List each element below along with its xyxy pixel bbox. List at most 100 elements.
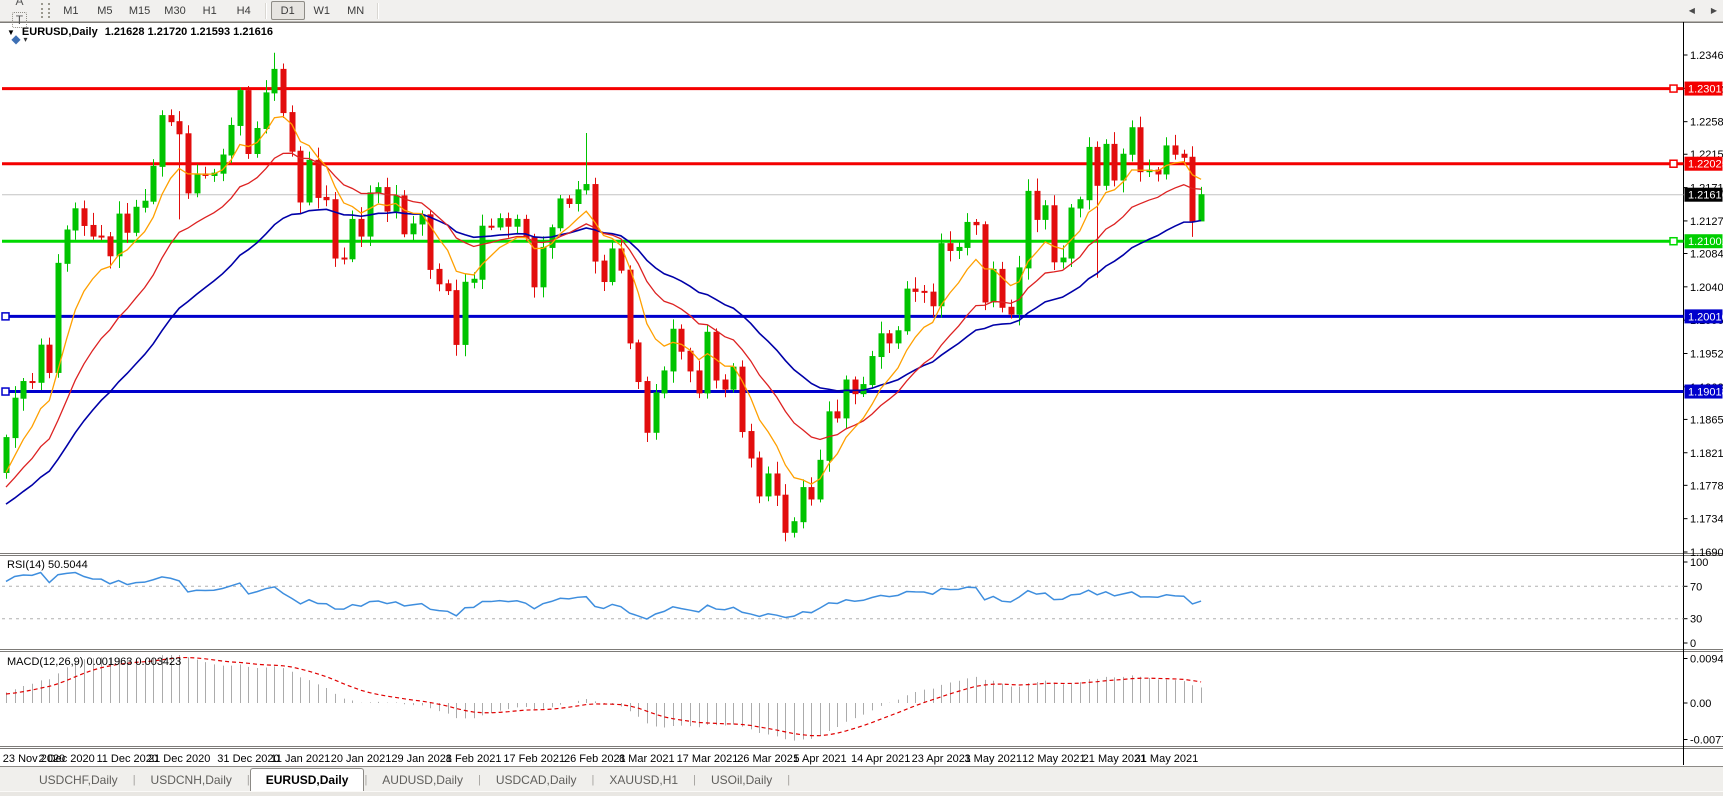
axis-tick-label: 1.20400 [1690, 282, 1723, 294]
axis-tick-label: 0.009478 [1690, 653, 1723, 665]
status-strip [0, 791, 1723, 796]
date-label: 29 Jan 2021 [391, 753, 452, 765]
bid-price-price-text: 1.21616 [1688, 190, 1723, 202]
chart-tabs: USDCHF,Daily | USDCNH,Daily | EURUSD,Daily | A… [24, 768, 791, 793]
tab-usoil[interactable]: USOil,Daily [710, 773, 773, 787]
timeframe-h1-button[interactable]: H1 [202, 4, 217, 17]
hline-anchor[interactable] [1669, 84, 1678, 93]
tab-scroll-controls: ◀ ▶ [1689, 6, 1717, 15]
axis-tick-label: 1.17340 [1690, 514, 1723, 526]
arrows-icon[interactable]: ◆ ▾ [11, 32, 28, 46]
tab-divider: | [787, 774, 791, 786]
timeframe-w1-button[interactable]: W1 [313, 4, 330, 17]
axis-tick-label: 1.22580 [1690, 117, 1723, 129]
axis-tick-label: 1.17780 [1690, 480, 1723, 492]
axis-tick-label: 100 [1690, 557, 1708, 569]
axis-tick-label: 1.18210 [1690, 448, 1723, 460]
axis-tick-label: 1.19520 [1690, 349, 1723, 361]
date-label: 26 Mar 2021 [737, 753, 799, 765]
toolbar-separator [264, 2, 267, 19]
axis-tick-label: 1.16900 [1690, 547, 1723, 559]
tab-usdcad[interactable]: USDCAD,Daily [495, 773, 577, 787]
hline-anchor[interactable] [1, 387, 10, 396]
macd-indicator-label: MACD(12,26,9) 0.001963 0.003423 [7, 656, 182, 668]
text-icon[interactable]: A [15, 0, 24, 8]
axis-tick-label: 0.00 [1690, 698, 1711, 710]
line-studies-group: ⋯FAT◆▾ [0, 0, 39, 49]
chart-menu-icon[interactable]: ▼ [7, 27, 15, 37]
date-label: 14 Apr 2021 [851, 753, 910, 765]
date-label: 21 May 2021 [1083, 753, 1147, 765]
date-label: 23 Apr 2021 [912, 753, 971, 765]
support-line-price-box [1684, 309, 1723, 324]
support-line-price-text: 1.20010 [1688, 311, 1723, 323]
text-label-icon[interactable]: T [0, 11, 39, 30]
chart-title: ▼ EURUSD,Daily 1.21628 1.21720 1.21593 1… [7, 26, 273, 38]
horizontal-lines[interactable] [1, 84, 1684, 396]
axis-tick-label: 1.21270 [1690, 216, 1723, 228]
date-label: 12 May 2021 [1022, 753, 1086, 765]
rsi-line [5, 571, 1202, 620]
ma-fast-line [5, 115, 1202, 485]
timeframe-h4-button[interactable]: H4 [236, 4, 251, 17]
hline-anchor[interactable] [1669, 236, 1678, 246]
ma-mid-line [5, 152, 1202, 488]
rsi-indicator-label: RSI(14) 50.5044 [7, 559, 88, 571]
timeframe-d1-button[interactable]: D1 [270, 1, 305, 20]
hline-anchor[interactable] [1, 312, 10, 321]
tab-scroll-right-icon[interactable]: ▶ [1710, 6, 1717, 15]
timeframe-m5-button[interactable]: M5 [97, 4, 113, 17]
resistance-line-price-box [1684, 81, 1723, 96]
support-line-price-text: 1.19018 [1688, 387, 1723, 399]
tab-divider: | [132, 774, 136, 786]
toolbar-separator [376, 2, 379, 19]
chart-symbol-label: EURUSD,Daily [21, 26, 98, 38]
axis-tick-label: -0.00777 [1690, 734, 1723, 746]
support-line-price-box [1684, 384, 1723, 399]
moving-averages [5, 115, 1202, 505]
axis-tick-label: 1.18650 [1690, 414, 1723, 426]
tab-divider: | [591, 774, 595, 786]
tab-usdcnh[interactable]: USDCNH,Daily [150, 773, 232, 787]
tab-audusd[interactable]: AUDUSD,Daily [382, 773, 463, 787]
date-label: 21 Dec 2020 [148, 753, 210, 765]
date-label: 3 May 2021 [964, 753, 1021, 765]
support-line-price-box [1684, 234, 1723, 249]
axis-tick-label: 0 [1690, 638, 1696, 650]
date-label: 8 Feb 2021 [446, 753, 502, 765]
chart-ohlc-values: 1.21628 1.21720 1.21593 1.21616 [104, 26, 273, 38]
macd-signal-line [5, 656, 1202, 737]
tab-divider: | [246, 774, 250, 786]
timeframe-m15-button[interactable]: M15 [128, 4, 151, 17]
hline-anchor[interactable] [1669, 159, 1678, 168]
tab-scroll-left-icon[interactable]: ◀ [1688, 6, 1695, 15]
bid-price-price-box [1684, 187, 1723, 202]
tab-eurusd[interactable]: EURUSD,Daily [249, 768, 365, 793]
tab-usdchf[interactable]: USDCHF,Daily [39, 773, 118, 787]
tab-xauusd[interactable]: XAUUSD,H1 [609, 773, 679, 787]
timeframe-m1-button[interactable]: M1 [63, 4, 79, 17]
tab-divider: | [364, 774, 368, 786]
axis-tick-label: 70 [1690, 581, 1702, 593]
date-label: 11 Jan 2021 [271, 753, 331, 765]
toolbar-grip[interactable] [40, 3, 50, 18]
date-label: 23 Nov 2020 [3, 753, 65, 765]
tab-divider: | [477, 774, 481, 786]
timeframes-group: M1 M5 M15 M30 H1 H4 D1 W1 MN [54, 1, 373, 20]
chart-tab-bar: USDCHF,Daily | USDCNH,Daily | EURUSD,Daily | A… [0, 766, 1723, 793]
tab-divider: | [693, 774, 696, 786]
resistance-line-price-box [1684, 156, 1723, 171]
date-label: 8 Mar 2021 [619, 753, 675, 765]
resistance-line-price-text: 1.23017 [1688, 84, 1723, 96]
date-label: 26 Feb 2021 [564, 753, 626, 765]
date-label: 17 Mar 2021 [677, 753, 739, 765]
support-line-price-text: 1.21002 [1688, 236, 1723, 248]
timeframe-m30-button[interactable]: M30 [164, 4, 186, 17]
date-label: 5 Apr 2021 [793, 753, 846, 765]
timeframe-mn-button[interactable]: MN [347, 4, 365, 17]
date-label: 2 Dec 2020 [38, 753, 94, 765]
date-label: 31 Dec 2020 [217, 753, 279, 765]
axis-tick-label: 1.23460 [1690, 50, 1723, 62]
